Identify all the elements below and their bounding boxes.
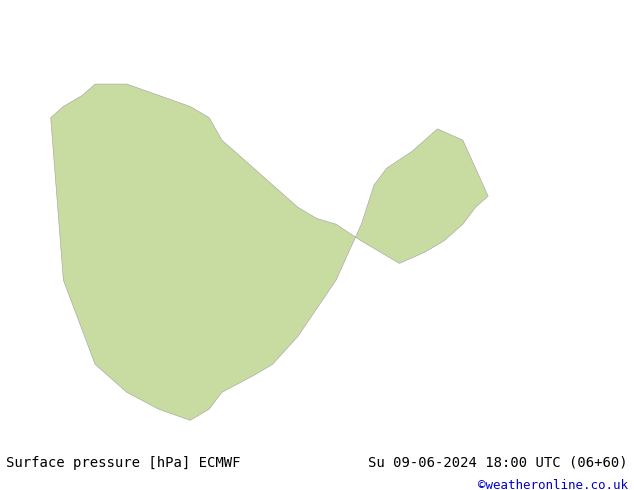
Text: Su 09-06-2024 18:00 UTC (06+60): Su 09-06-2024 18:00 UTC (06+60): [368, 456, 628, 470]
Text: Surface pressure [hPa] ECMWF: Surface pressure [hPa] ECMWF: [6, 456, 241, 470]
Polygon shape: [51, 84, 488, 420]
Text: ©weatheronline.co.uk: ©weatheronline.co.uk: [477, 479, 628, 490]
